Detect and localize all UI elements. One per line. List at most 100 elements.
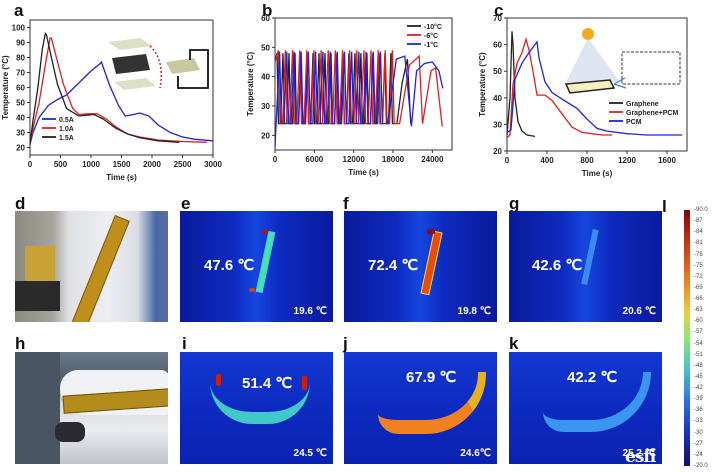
panel-label-c: c: [494, 1, 504, 20]
x-tick-label: 0: [505, 156, 510, 165]
chart-c: 0 400 800 1200 1600 20 30 40 50 60 70 Time (s) Tempe…: [478, 14, 688, 178]
y-tick-label: 30: [16, 129, 25, 138]
x-axis-label: Time (s): [582, 169, 613, 178]
max-temp-f: 72.4 ℃: [368, 257, 419, 274]
y-tick-label: 20: [16, 144, 25, 153]
x-tick-label: 400: [540, 156, 554, 165]
legend-label: Graphene: [626, 101, 659, 108]
panel-label-b: b: [262, 1, 273, 20]
max-temp-j: 67.9 ℃: [406, 369, 457, 386]
x-tick-label: 18000: [382, 155, 405, 164]
panel-label-f: f: [343, 194, 349, 213]
colorbar-tick-label: -63: [694, 307, 703, 314]
colorbar-tick-label: -42: [694, 385, 703, 392]
series-line-10A: [29, 37, 207, 145]
panel-label-d: d: [15, 194, 26, 213]
y-tick-label: 40: [261, 73, 270, 82]
panel-label-j: j: [343, 334, 348, 353]
colorbar-tick-label: -84: [694, 229, 703, 236]
colorbar-tick-label: -69: [694, 284, 703, 291]
colorbar-tick-label: -48: [694, 362, 703, 369]
colorbar-tick-label: -72: [694, 273, 703, 280]
y-tick-label: 90: [16, 39, 25, 48]
colorbar-tick-label: -20.0: [694, 463, 708, 469]
thermal-image-i: 51.4 ℃ 24.5 ℃: [180, 352, 333, 464]
chart-b: 0 6000 12000 18000 24000 20 30 40 50 60 Time (s) Te…: [246, 14, 453, 177]
watermark: esfi: [625, 447, 656, 467]
legend-label: 1.0A: [59, 126, 74, 133]
x-tick-label: 2500: [174, 160, 192, 169]
chart-a: 0 500 1000 1500 2000 2500 3000 20 30 40 50 60 70 80 90…: [1, 19, 222, 182]
thermal-image-e: 47.6 ℃ 19.6 ℃: [180, 211, 333, 322]
legend-label: -1°C: [424, 41, 438, 49]
photo-d-device-on-arm: [15, 211, 168, 322]
y-tick-label: 50: [493, 67, 502, 76]
max-temp-g: 42.6 ℃: [532, 257, 583, 274]
inset-c-solar-graphene-icon: [564, 28, 681, 94]
series-line-15A: [29, 31, 180, 145]
y-tick-label: 20: [493, 147, 502, 156]
y-axis-label: Temperature (°C): [478, 52, 487, 117]
x-tick-label: 1200: [618, 156, 636, 165]
legend-label: PCM: [626, 119, 642, 126]
colorbar-tick-label: -57: [694, 329, 703, 336]
y-tick-label: 30: [493, 120, 502, 129]
x-tick-label: 800: [580, 156, 594, 165]
ambient-temp-g: 20.6 ℃: [622, 306, 656, 317]
colorbar-tick-label: -36: [694, 407, 703, 414]
x-tick-label: 0: [28, 160, 33, 169]
colorbar-tick-label: -81: [694, 240, 703, 247]
panel-label-g: g: [509, 194, 520, 213]
series-line-Graphene: [506, 31, 536, 138]
ambient-temp-f: 19.8 ℃: [457, 306, 491, 317]
panel-label-h: h: [15, 334, 26, 353]
y-tick-label: 30: [261, 102, 270, 111]
y-tick-label: 60: [261, 14, 270, 23]
colorbar-tick-label: -33: [694, 418, 703, 425]
y-tick-label: 20: [261, 131, 270, 140]
photo-h-device-on-elbow: [15, 352, 168, 464]
ambient-temp-j: 24.6℃: [460, 448, 491, 459]
x-tick-label: 500: [54, 160, 68, 169]
legend-label: Graphene+PCM: [626, 110, 678, 117]
y-tick-label: 60: [16, 84, 25, 93]
colorbar: [684, 210, 690, 466]
colorbar-tick-label: -51: [694, 351, 703, 358]
y-tick-label: 100: [12, 24, 26, 33]
plot-frame: [274, 17, 453, 151]
x-tick-label: 6000: [305, 155, 323, 164]
y-tick-label: 70: [493, 14, 502, 23]
max-temp-k: 42.2 ℃: [567, 369, 618, 386]
ambient-temp-i: 24.5 ℃: [293, 448, 327, 459]
x-tick-label: 3000: [204, 160, 222, 169]
series-line-1C: [274, 51, 444, 148]
y-tick-label: 40: [16, 114, 25, 123]
series-line-PCM: [506, 40, 682, 136]
colorbar-tick-label: -78: [694, 251, 703, 258]
colorbar-tick-label: -45: [694, 373, 703, 380]
plot-frame: [506, 17, 688, 152]
legend-label: -6°C: [424, 32, 438, 40]
x-tick-label: 1600: [658, 156, 676, 165]
y-tick-label: 70: [16, 69, 25, 78]
ambient-temp-k: 25.2 ℃: [622, 448, 656, 459]
y-tick-label: 50: [261, 43, 270, 52]
panel-label-i: i: [182, 334, 187, 353]
colorbar-tick-label: -87: [694, 218, 703, 225]
panel-label-e: e: [181, 194, 191, 213]
x-tick-label: 0: [273, 155, 278, 164]
legend-label: 0.5A: [59, 117, 74, 124]
x-tick-label: 2000: [143, 160, 161, 169]
x-axis-label: Time (s): [106, 173, 137, 182]
y-tick-label: 60: [493, 41, 502, 50]
x-tick-label: 24000: [421, 155, 444, 164]
panel-label-k: k: [509, 334, 519, 353]
colorbar-tick-label: -75: [694, 262, 703, 269]
thermal-image-g: 42.6 ℃ 20.6 ℃: [509, 211, 662, 322]
colorbar-tick-label: -30: [694, 429, 703, 436]
colorbar-tick-label: -27: [694, 440, 703, 447]
x-tick-label: 12000: [343, 155, 366, 164]
series-line-05A: [29, 60, 214, 145]
colorbar-tick-label: -60: [694, 318, 703, 325]
colorbar-tick-label: -39: [694, 396, 703, 403]
